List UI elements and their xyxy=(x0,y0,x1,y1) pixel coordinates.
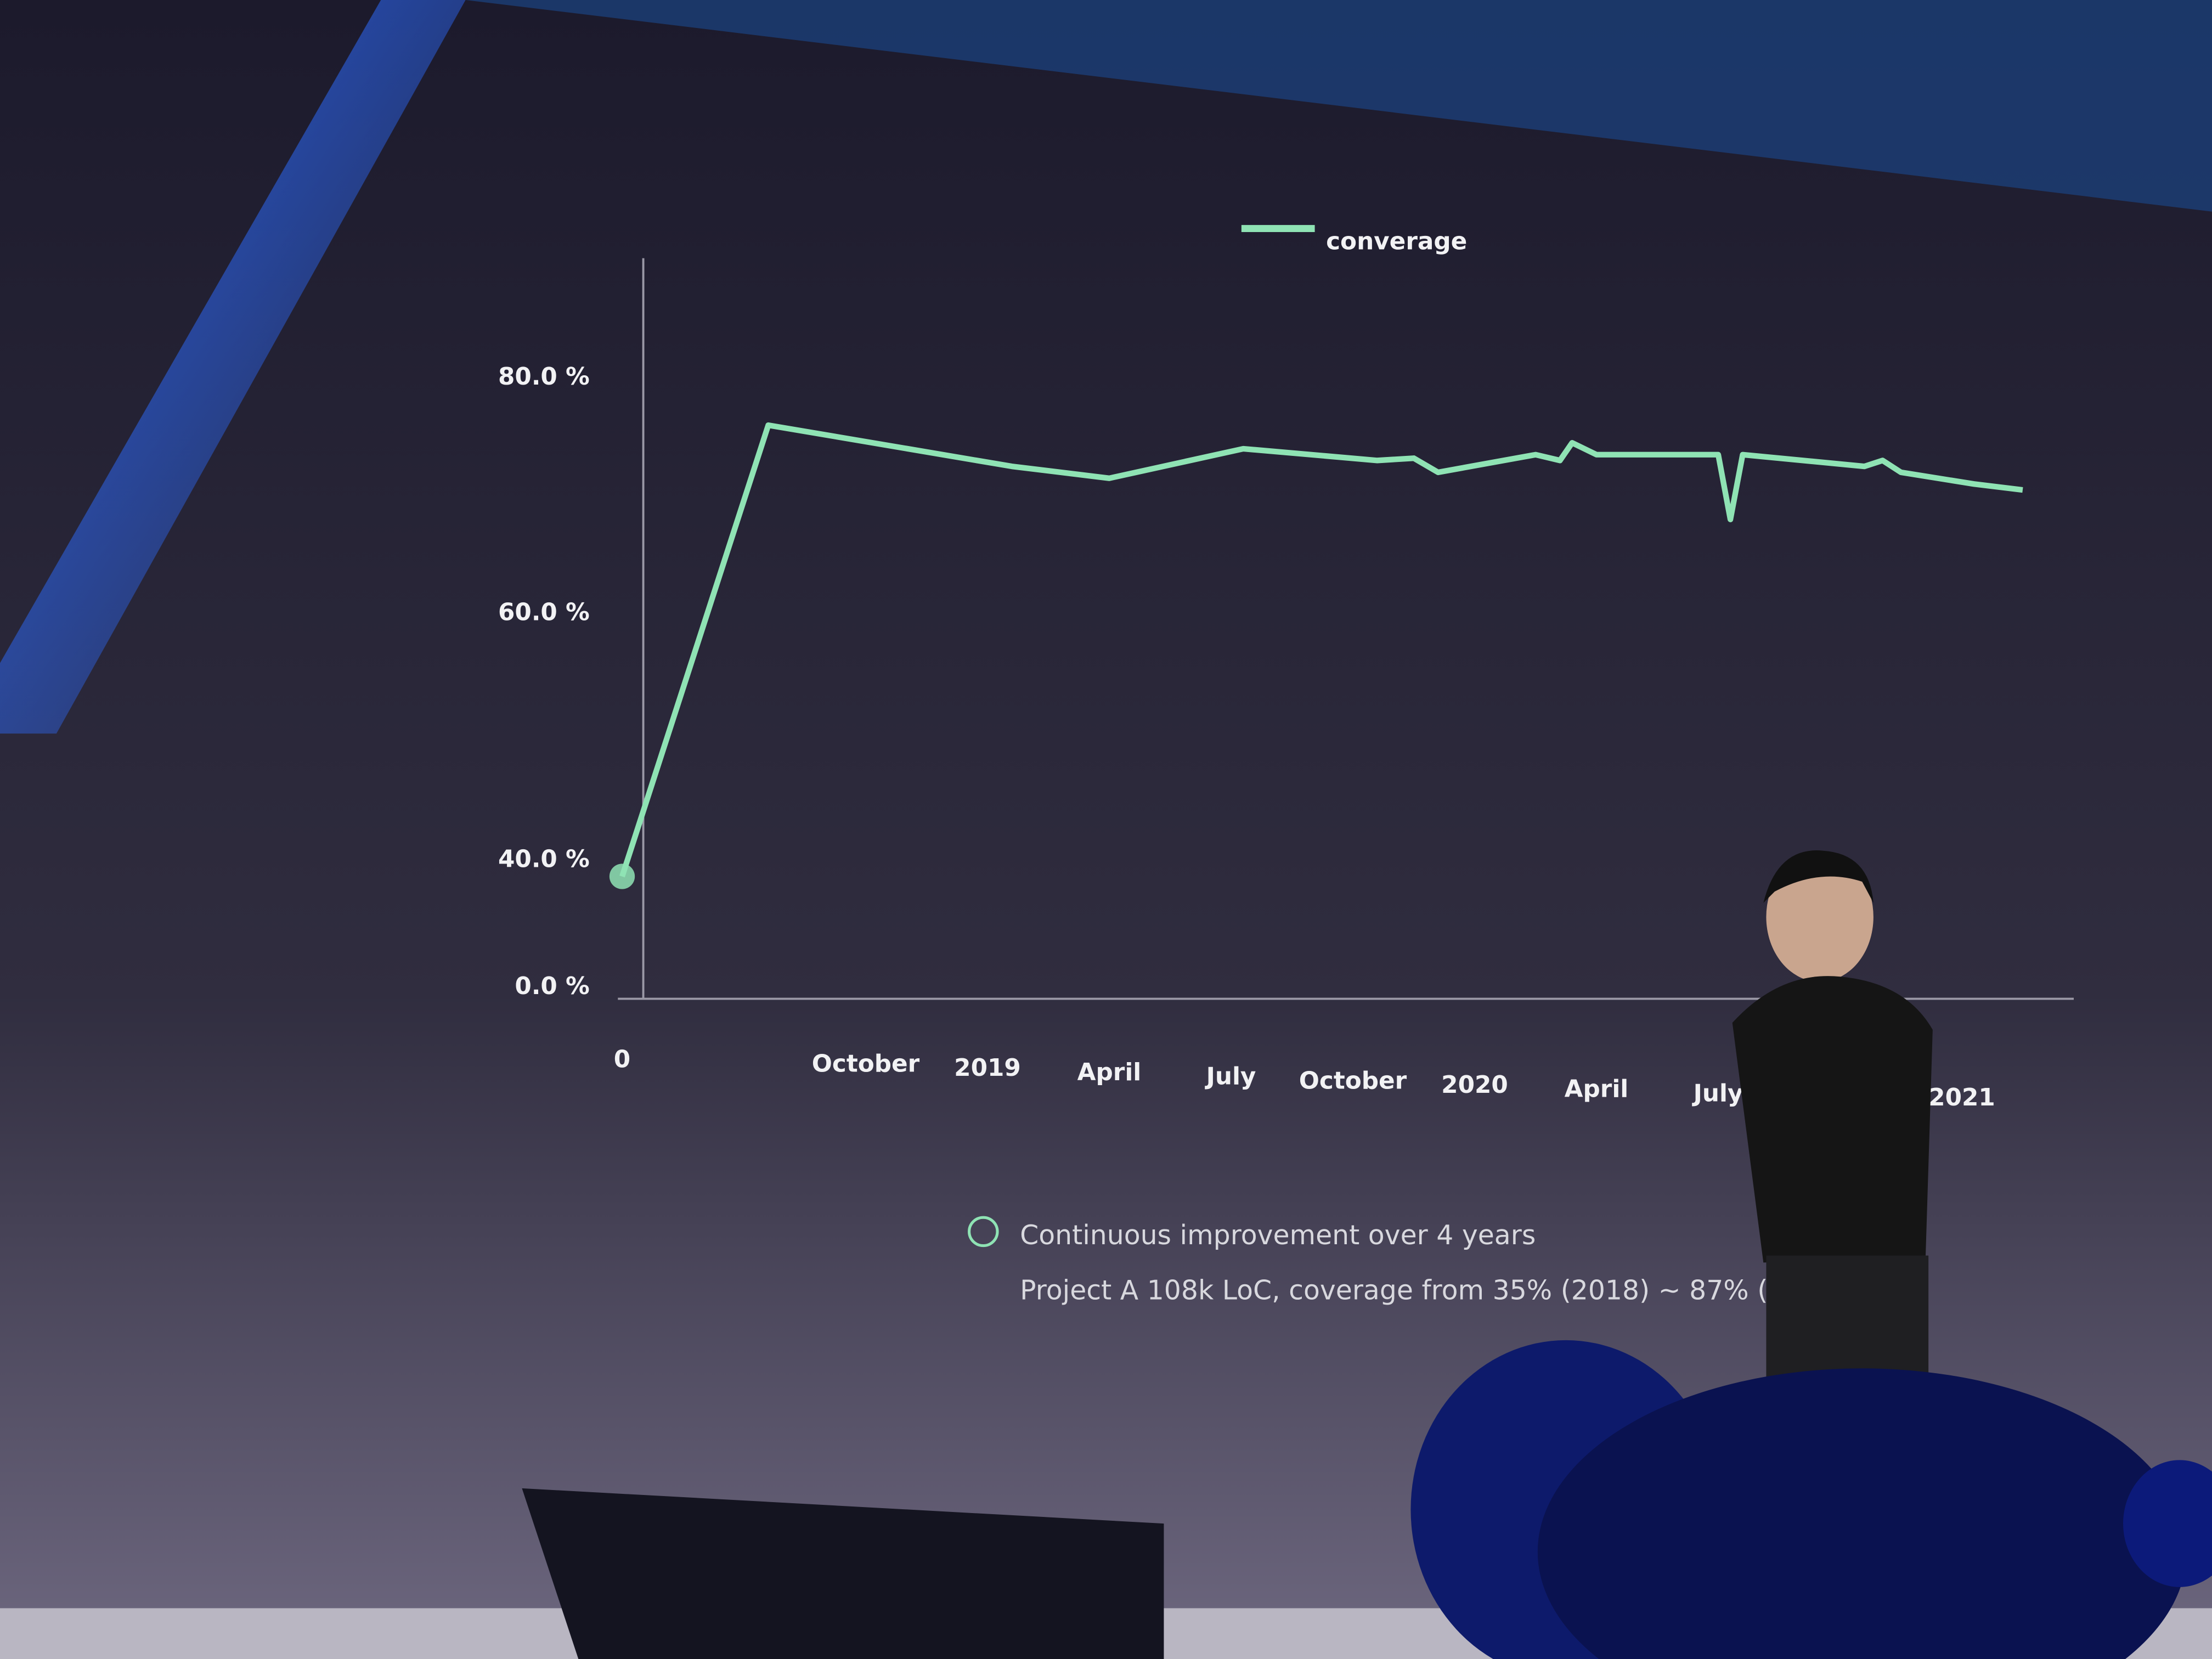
y-tick-label: 0.0 % xyxy=(515,972,589,1000)
audience xyxy=(1410,1340,2212,1659)
y-tick-label: 60.0 % xyxy=(498,599,590,627)
y-tick-label: 80.0 % xyxy=(498,363,590,391)
x-tick-label: July xyxy=(1692,1079,1743,1107)
x-tick-label: April xyxy=(1565,1075,1629,1103)
stage-light xyxy=(0,0,2212,212)
speaker xyxy=(1732,850,1933,1383)
stage-monitor xyxy=(522,1488,1164,1659)
legend-label: converage xyxy=(1326,227,1467,255)
y-tick-label: 40.0 % xyxy=(498,845,590,873)
x-tick-label: 2019 xyxy=(954,1054,1021,1082)
x-tick-label: October xyxy=(1299,1066,1407,1094)
x-tick-label: 0 xyxy=(614,1046,630,1074)
x-tick-label: 2021 xyxy=(1928,1084,1995,1111)
start-marker xyxy=(609,864,635,889)
series-line xyxy=(619,422,2023,878)
plot-area: 0.0 % 40.0 % 60.0 % 80.0 % 0 October 2019 April… xyxy=(498,363,2023,1111)
light-beam xyxy=(0,0,466,734)
smile-icon xyxy=(968,1216,999,1248)
x-tick-label: April xyxy=(1077,1058,1142,1086)
annotation: Project A 108k LoC, coverage from 35% (2… xyxy=(1020,1274,1819,1306)
x-tick-label: 2020 xyxy=(1441,1071,1508,1099)
x-tick-label: July xyxy=(1205,1063,1256,1091)
annotation: Continuous improvement over 4 years xyxy=(1020,1220,1536,1251)
x-tick-label: October xyxy=(812,1049,920,1077)
